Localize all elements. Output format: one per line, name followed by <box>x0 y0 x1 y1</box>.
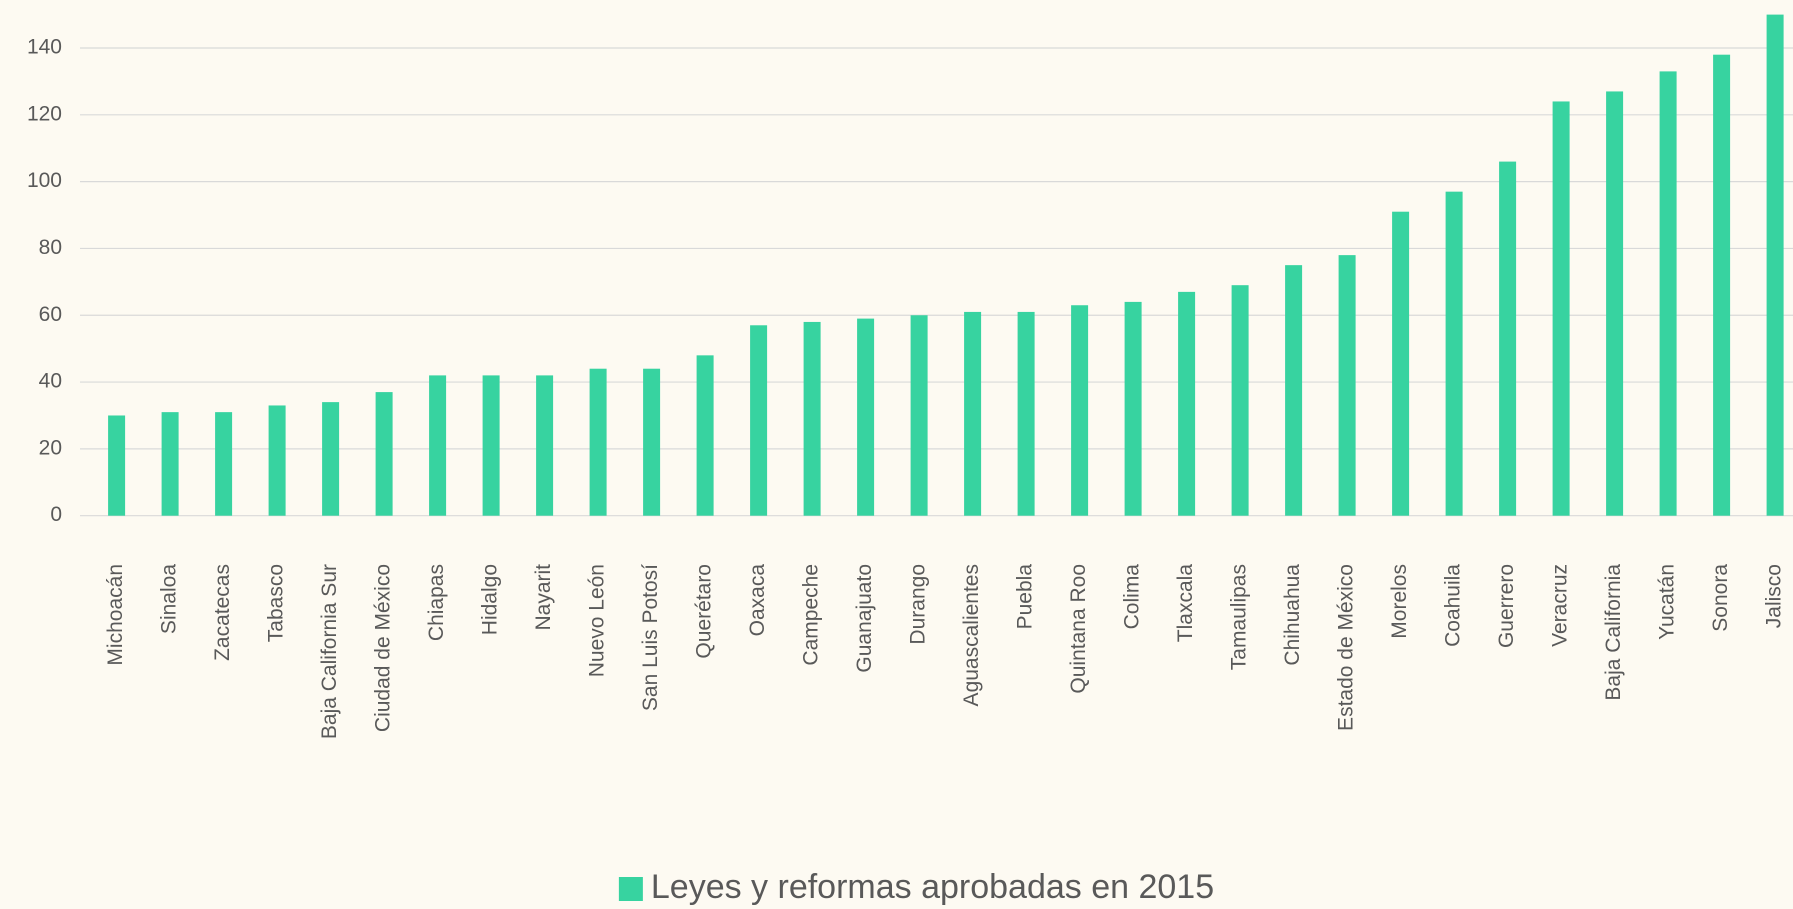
y-tick-label: 100 <box>27 169 62 192</box>
bar <box>161 412 179 516</box>
bar <box>1713 54 1731 516</box>
bar <box>1552 101 1570 516</box>
x-tick-label: Querétaro <box>693 564 716 659</box>
y-tick-label: 20 <box>39 436 62 459</box>
x-tick-label: Campeche <box>800 564 823 666</box>
x-tick-label: Hidalgo <box>479 564 502 635</box>
bar <box>1392 211 1410 516</box>
bar <box>429 375 447 516</box>
legend-label: Leyes y reformas aprobadas en 2015 <box>651 868 1214 906</box>
x-tick-label: Nayarit <box>532 564 555 631</box>
bar <box>643 368 661 516</box>
x-tick-label: Sonora <box>1709 564 1732 632</box>
bar <box>268 405 286 516</box>
bar <box>1017 311 1035 516</box>
bar <box>1178 291 1196 516</box>
x-tick-label: Ciudad de México <box>372 564 395 732</box>
bar <box>1499 161 1517 516</box>
bar <box>1659 71 1677 516</box>
bar <box>1606 91 1624 516</box>
bar <box>1338 255 1356 516</box>
x-tick-label: Morelos <box>1388 564 1411 639</box>
x-tick-label: Nuevo León <box>586 564 609 677</box>
x-tick-label: Quintana Roo <box>1067 564 1090 694</box>
y-tick-label: 0 <box>50 503 62 526</box>
x-tick-label: Zacatecas <box>211 564 234 661</box>
legend: Leyes y reformas aprobadas en 2015 <box>618 868 1214 906</box>
x-tick-label: Sinaloa <box>158 564 181 634</box>
x-tick-label: Baja California Sur <box>318 564 341 739</box>
x-tick-label: Oaxaca <box>746 564 769 637</box>
x-tick-label: Chiapas <box>425 564 448 641</box>
bar <box>589 368 607 516</box>
y-tick-label: 120 <box>27 102 62 125</box>
bar <box>1231 285 1249 516</box>
x-tick-label: Chihuahua <box>1281 564 1304 666</box>
x-tick-label: Estado de México <box>1335 564 1358 731</box>
y-tick-label: 40 <box>39 370 62 393</box>
x-tick-label: Guanajuato <box>853 564 876 673</box>
bar <box>108 415 126 516</box>
y-tick-label: 60 <box>39 303 62 326</box>
x-tick-label: Veracruz <box>1549 564 1572 647</box>
x-tick-label: Durango <box>907 564 930 645</box>
x-tick-label: Baja California <box>1602 564 1625 701</box>
bar <box>910 315 928 516</box>
bar <box>857 318 875 516</box>
x-tick-label: Tlaxcala <box>1174 564 1197 643</box>
bar <box>696 355 714 516</box>
y-tick-label: 80 <box>39 236 62 259</box>
bar <box>1285 265 1303 516</box>
bar <box>803 321 821 516</box>
x-tick-label: Guerrero <box>1495 564 1518 648</box>
bar <box>215 412 233 516</box>
x-tick-label: Colima <box>1121 564 1144 630</box>
bar <box>482 375 500 516</box>
bar <box>375 392 393 516</box>
x-tick-label: Tabasco <box>265 564 288 642</box>
bar <box>964 311 982 516</box>
x-tick-label: Yucatán <box>1656 564 1679 640</box>
x-tick-label: Jalisco <box>1763 564 1786 628</box>
bar <box>750 325 768 516</box>
bar <box>536 375 554 516</box>
x-tick-label: Puebla <box>1014 564 1037 630</box>
bar <box>322 402 340 516</box>
y-tick-label: 140 <box>27 36 62 59</box>
bar <box>1766 14 1784 516</box>
bar <box>1124 301 1142 516</box>
x-tick-label: Tamaulipas <box>1228 564 1251 670</box>
x-tick-label: Michoacán <box>104 564 127 666</box>
legend-swatch <box>618 877 643 901</box>
x-tick-label: Coahuila <box>1442 564 1465 647</box>
x-tick-label: San Luis Potosí <box>639 564 662 711</box>
x-tick-label: Aguascalientes <box>960 564 983 706</box>
bar <box>1445 191 1463 516</box>
bar <box>1071 305 1089 516</box>
